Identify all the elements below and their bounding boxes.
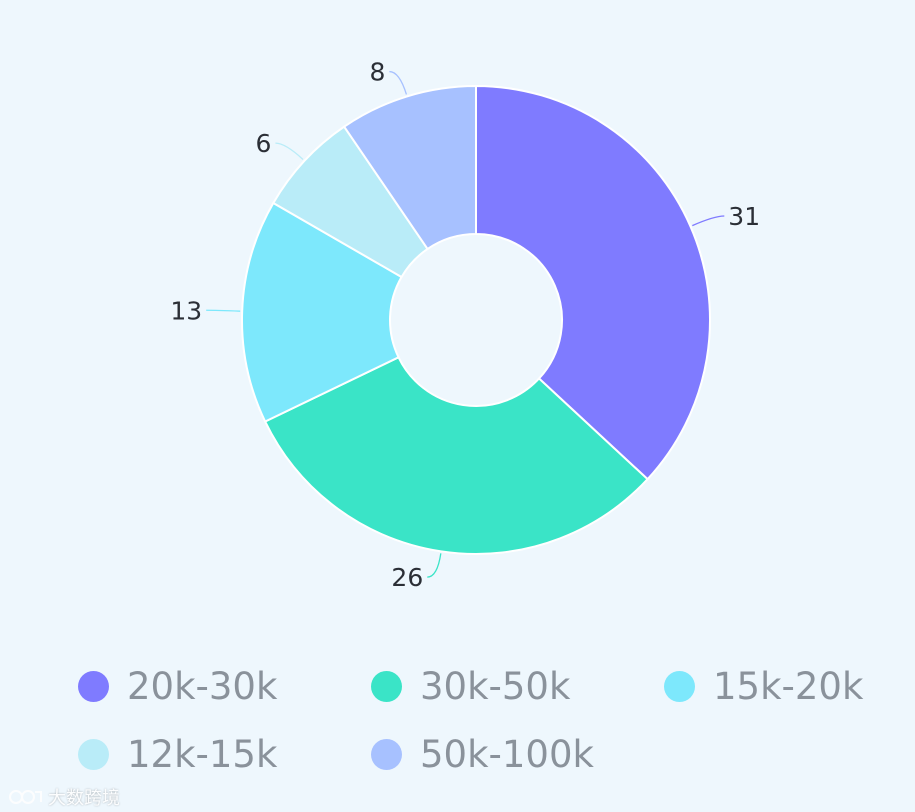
watermark-text: 大数跨境 [48,788,120,809]
data-label-50k-100k: 8 [369,58,385,87]
leader-line-50k-100k [389,70,408,95]
leader-line-12k-15k [275,142,304,160]
slice-50k-100k[interactable] [342,84,477,251]
watermark: 大数跨境 [8,784,120,810]
legend-swatch-icon [78,670,109,702]
slice-20k-30k[interactable] [475,84,711,481]
donut-chart: 31 26 13 6 8 [170,58,760,593]
label-leader-lines [206,70,725,578]
legend-label: 12k-15k [127,732,278,776]
legend-swatch-icon [371,670,402,702]
leader-line-15k-20k [206,309,241,312]
leader-line-20k-30k [692,215,725,227]
legend-swatch-icon [371,738,402,770]
data-labels: 31 26 13 6 8 [170,58,760,593]
legend-label: 30k-50k [420,664,571,708]
legend-item-20k-30k[interactable]: 20k-30k [78,662,371,710]
slice-30k-50k[interactable] [263,355,649,555]
data-label-15k-20k: 13 [170,296,202,325]
data-label-20k-30k: 31 [728,202,760,231]
slice-15k-20k[interactable] [241,201,403,423]
legend-label: 20k-30k [127,664,278,708]
chart-legend: 20k-30k 30k-50k 15k-20k 12k-15k 50k-100k [78,662,898,778]
leader-line-30k-50k [427,553,442,578]
data-label-12k-15k: 6 [256,129,272,158]
legend-swatch-icon [78,738,109,770]
legend-item-50k-100k[interactable]: 50k-100k [371,730,664,778]
watermark-logo-icon [9,790,42,804]
legend-label: 15k-20k [713,664,864,708]
legend-item-30k-50k[interactable]: 30k-50k [371,662,664,710]
data-label-30k-50k: 26 [391,563,423,592]
legend-item-15k-20k[interactable]: 15k-20k [664,662,898,710]
donut-slices [241,84,711,555]
legend-item-12k-15k[interactable]: 12k-15k [78,730,371,778]
legend-label: 50k-100k [420,732,594,776]
legend-swatch-icon [664,670,695,702]
